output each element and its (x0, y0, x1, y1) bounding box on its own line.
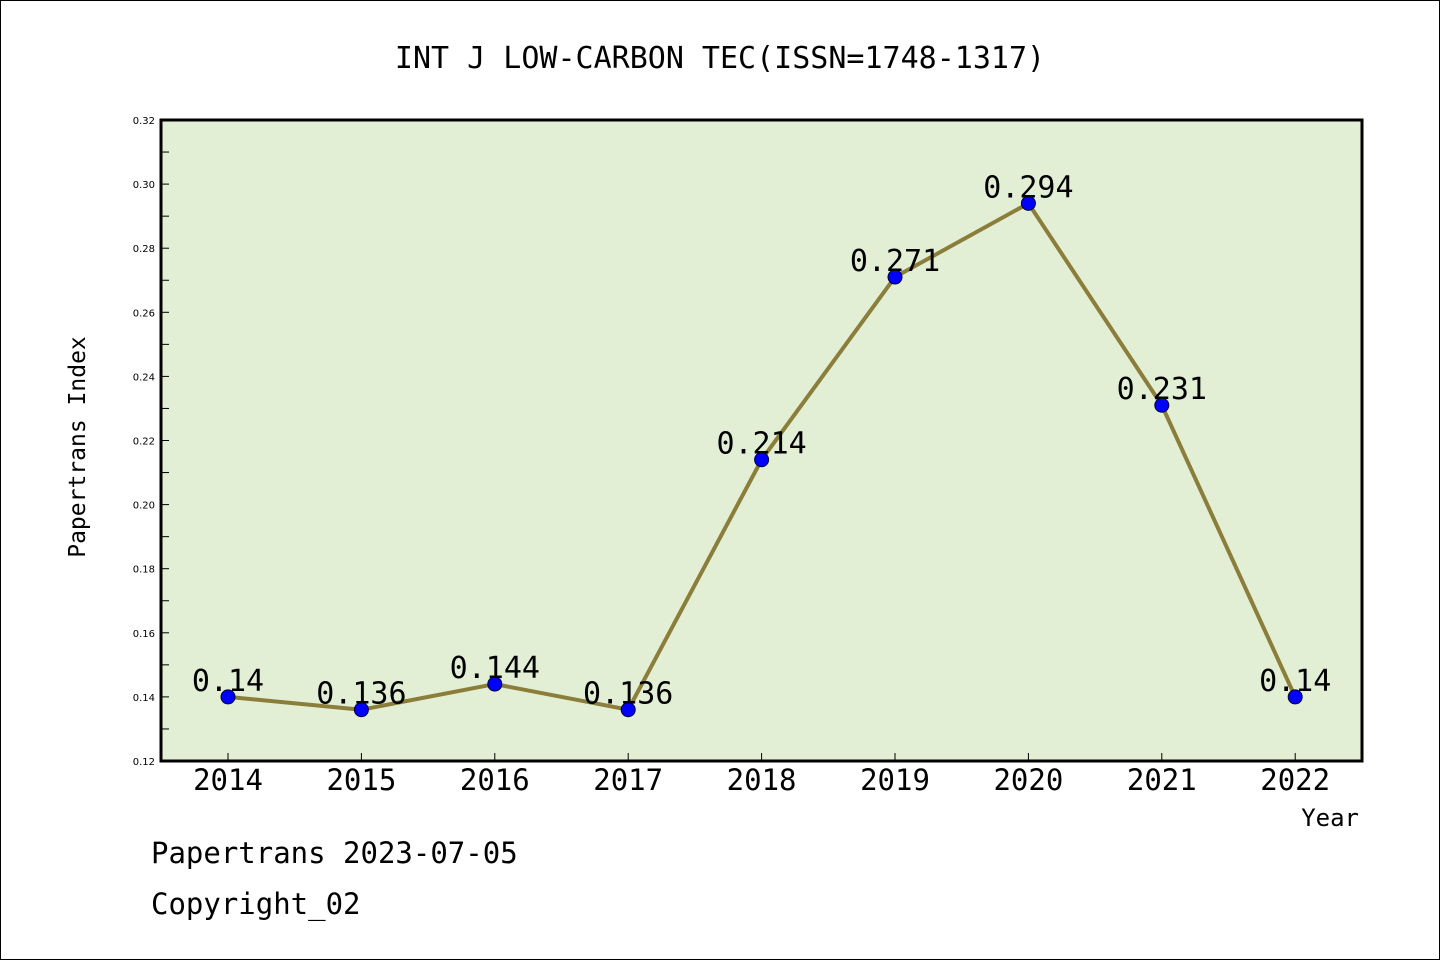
y-axis: 0.12 0.14 0.16 0.18 0.20 0.22 0.24 0.26 0.28 0.30… (133, 116, 169, 768)
plot-area (159, 118, 1364, 763)
series-line (220, 195, 1303, 718)
x-tick-label: 2022 (1260, 763, 1330, 797)
y-tick-label: 0.18 (133, 565, 155, 576)
x-tick-label: 2019 (860, 763, 930, 797)
y-tick-label: 0.28 (133, 244, 155, 255)
data-point (887, 269, 903, 285)
x-tick-label: 2016 (460, 763, 530, 797)
y-tick-label: 0.22 (133, 437, 155, 448)
data-point (1154, 397, 1170, 413)
data-label: 0.294 (983, 170, 1073, 205)
y-tick-label: 0.20 (133, 501, 155, 512)
data-point (353, 702, 369, 718)
footer-copyright: Copyright_02 (151, 887, 361, 922)
y-tick-label: 0.14 (133, 693, 155, 704)
footer-date: Papertrans 2023-07-05 (151, 836, 518, 870)
data-label: 0.271 (850, 244, 940, 279)
data-label: 0.14 (192, 664, 264, 699)
data-point (620, 702, 636, 718)
data-labels: 0.14 0.136 0.144 0.136 0.214 0.271 0.294 0.231 0… (192, 170, 1331, 711)
data-label: 0.231 (1117, 372, 1207, 407)
x-tick-label: 2017 (593, 763, 663, 797)
data-point (487, 676, 503, 692)
x-tick-label: 2020 (993, 763, 1063, 797)
data-label: 0.14 (1259, 664, 1331, 699)
chart-title: INT J LOW-CARBON TEC(ISSN=1748-1317) (395, 41, 1045, 76)
y-tick-label: 0.32 (133, 116, 155, 127)
data-point (1020, 195, 1036, 211)
y-tick-label: 0.26 (133, 308, 155, 319)
x-axis: 2014 2015 2016 2017 2018 2019 2020 2021 2022 (193, 753, 1330, 797)
x-tick-label: 2014 (193, 763, 263, 797)
x-tick-label: 2015 (326, 763, 396, 797)
y-tick-label: 0.16 (133, 629, 155, 640)
data-label: 0.136 (316, 677, 406, 712)
data-label: 0.144 (450, 651, 540, 686)
data-point (1287, 689, 1303, 705)
y-tick-label: 0.30 (133, 180, 155, 191)
data-point (754, 452, 770, 468)
data-point (220, 689, 236, 705)
y-tick-label: 0.12 (133, 757, 155, 768)
data-label: 0.214 (716, 427, 806, 462)
data-label: 0.136 (583, 677, 673, 712)
x-tick-label: 2021 (1127, 763, 1197, 797)
x-tick-label: 2018 (727, 763, 797, 797)
x-axis-label: Year (1301, 804, 1359, 832)
y-axis-label: Papertrans Index (65, 336, 91, 558)
y-tick-label: 0.24 (133, 372, 155, 383)
